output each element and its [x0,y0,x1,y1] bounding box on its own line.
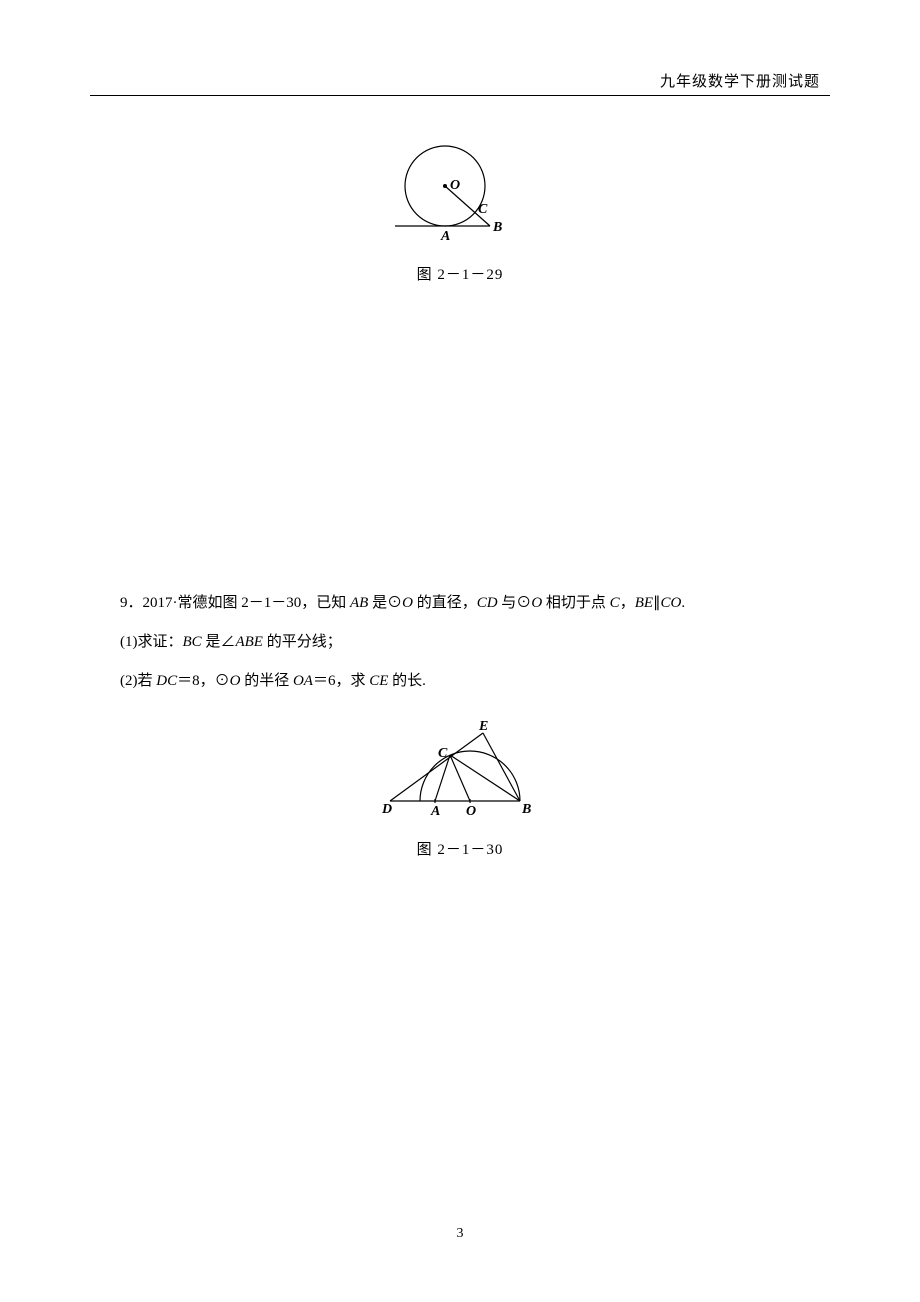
var-ce: CE [369,673,388,689]
var-abe: ABE [235,634,263,650]
var-o: O [531,595,542,611]
problem-9: 9．2017·常德如图 2－1－30，已知 AB 是⊙O 的直径，CD 与⊙O … [90,584,830,701]
problem-9-line-2: (1)求证：BC 是∠ABE 的平分线； [90,623,830,662]
text: 的长. [388,673,426,689]
var-co: CO [661,595,682,611]
text: (2)若 [120,673,156,689]
svg-text:A: A [430,804,440,819]
figure-2-1-29: O A BC 图 2－1－29 [90,136,830,284]
var-cd: CD [477,595,498,611]
var-oa: OA [293,673,313,689]
svg-text:B: B [521,802,531,817]
svg-text:C: C [478,202,488,217]
figure-2-1-30: D A O B C E 图 2－1－30 [90,721,830,859]
text: ＝8，⊙ [177,673,230,689]
text: 是⊙ [368,595,402,611]
page-container: 九年级数学下册测试题 OABC 图 2－1－29 9．2017·常德如图 2－1… [0,0,920,859]
svg-text:E: E [478,721,488,734]
var-bc: BC [183,634,202,650]
figure-2-1-30-caption: 图 2－1－30 [90,838,830,859]
figure-2-1-30-svg: D A O B C E [380,721,540,826]
text: . [681,595,685,611]
page-header: 九年级数学下册测试题 [90,70,830,96]
var-o: O [230,673,241,689]
figure-2-1-29-caption: 图 2－1－29 [90,263,830,284]
text: ∥ [653,595,661,611]
var-o: O [402,595,413,611]
text: 的半径 [240,673,293,689]
text: 是∠ [202,634,236,650]
text: ， [620,595,635,611]
text: 的平分线； [263,634,342,650]
text: 的直径， [413,595,477,611]
svg-text:B: B [492,220,502,235]
var-ab: AB [350,595,368,611]
page-number: 3 [0,1226,920,1242]
header-title: 九年级数学下册测试题 [660,74,820,90]
svg-text:O: O [466,804,476,819]
problem-9-line-3: (2)若 DC＝8，⊙O 的半径 OA＝6，求 CE 的长. [90,662,830,701]
svg-text:A: A [440,229,450,244]
var-dc: DC [156,673,177,689]
text: 9．2017·常德如图 2－1－30，已知 [120,595,350,611]
problem-9-line-1: 9．2017·常德如图 2－1－30，已知 AB 是⊙O 的直径，CD 与⊙O … [90,584,830,623]
text: ＝6，求 [313,673,369,689]
text: (1)求证： [120,634,183,650]
text: 与⊙ [498,595,532,611]
svg-text:D: D [381,802,392,817]
var-be: BE [635,595,653,611]
figure-2-1-29-svg: O A BC [385,136,535,251]
text: 相切于点 [542,595,610,611]
svg-text:O: O [450,178,460,193]
var-c: C [610,595,620,611]
svg-text:C: C [438,746,448,761]
